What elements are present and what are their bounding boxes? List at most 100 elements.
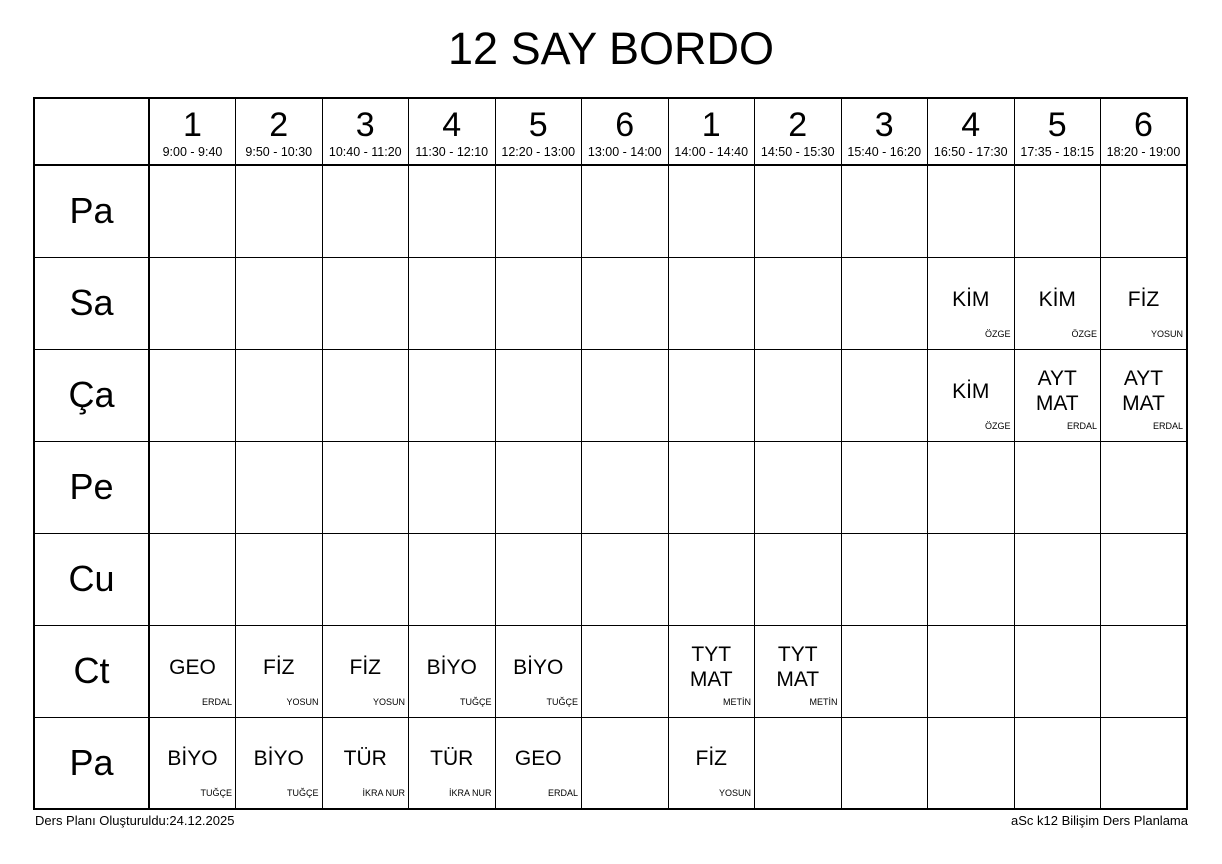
lesson-teacher: YOSUN	[372, 696, 405, 707]
lesson-cell[interactable]: TYT MAT METİN	[754, 624, 842, 718]
lesson-cell[interactable]: TYT MAT METİN	[667, 624, 755, 718]
lesson-cell[interactable]: GEO ERDAL	[148, 624, 236, 718]
empty-cell[interactable]	[581, 256, 669, 350]
empty-cell[interactable]	[408, 256, 496, 350]
empty-cell[interactable]	[1100, 716, 1188, 810]
empty-cell[interactable]	[581, 624, 669, 718]
empty-cell[interactable]	[667, 348, 755, 442]
empty-cell[interactable]	[581, 440, 669, 534]
empty-cell[interactable]	[927, 532, 1015, 626]
empty-cell[interactable]	[840, 348, 928, 442]
empty-cell[interactable]	[235, 440, 323, 534]
empty-cell[interactable]	[840, 532, 928, 626]
empty-cell[interactable]	[494, 532, 582, 626]
empty-cell[interactable]	[235, 164, 323, 258]
lesson-teacher: ÖZGE	[984, 420, 1011, 431]
empty-cell[interactable]	[494, 164, 582, 258]
lesson-cell[interactable]: TÜR İKRA NUR	[321, 716, 409, 810]
empty-cell[interactable]	[1100, 532, 1188, 626]
empty-cell[interactable]	[321, 440, 409, 534]
empty-cell[interactable]	[1100, 440, 1188, 534]
empty-cell[interactable]	[235, 256, 323, 350]
empty-cell[interactable]	[927, 624, 1015, 718]
empty-cell[interactable]	[494, 256, 582, 350]
empty-cell[interactable]	[494, 440, 582, 534]
lesson-cell[interactable]: BİYO TUĞÇE	[148, 716, 236, 810]
empty-cell[interactable]	[1013, 716, 1101, 810]
day-row: Sa KİM ÖZGE KİM ÖZGE FİZ YOSUN	[33, 256, 1188, 350]
lesson-cell[interactable]: GEO ERDAL	[494, 716, 582, 810]
empty-cell[interactable]	[840, 256, 928, 350]
period-number: 2	[269, 106, 289, 144]
lesson-cell[interactable]: BİYO TUĞÇE	[494, 624, 582, 718]
lesson-cell[interactable]: TÜR İKRA NUR	[408, 716, 496, 810]
empty-cell[interactable]	[927, 440, 1015, 534]
empty-cell[interactable]	[494, 348, 582, 442]
empty-cell[interactable]	[754, 716, 842, 810]
empty-cell[interactable]	[581, 348, 669, 442]
empty-cell[interactable]	[581, 716, 669, 810]
period-time: 17:35 - 18:15	[1020, 145, 1095, 159]
empty-cell[interactable]	[754, 164, 842, 258]
lesson-cell[interactable]: FİZ YOSUN	[667, 716, 755, 810]
empty-cell[interactable]	[148, 440, 236, 534]
footer-created-date: Ders Planı Oluşturuldu:24.12.2025	[35, 813, 235, 828]
empty-cell[interactable]	[148, 348, 236, 442]
empty-cell[interactable]	[927, 164, 1015, 258]
empty-cell[interactable]	[1013, 440, 1101, 534]
period-number: 5	[1047, 106, 1067, 144]
day-label: Sa	[33, 256, 150, 350]
empty-cell[interactable]	[1013, 164, 1101, 258]
lesson-cell[interactable]: KİM ÖZGE	[927, 348, 1015, 442]
empty-cell[interactable]	[581, 164, 669, 258]
period-time: 10:40 - 11:20	[328, 145, 402, 159]
empty-cell[interactable]	[235, 348, 323, 442]
empty-cell[interactable]	[840, 716, 928, 810]
period-number: 1	[183, 106, 202, 144]
lesson-cell[interactable]: FİZ YOSUN	[321, 624, 409, 718]
empty-cell[interactable]	[321, 532, 409, 626]
lesson-cell[interactable]: BİYO TUĞÇE	[235, 716, 323, 810]
empty-cell[interactable]	[667, 532, 755, 626]
lesson-cell[interactable]: BİYO TUĞÇE	[408, 624, 496, 718]
lesson-cell[interactable]: AYT MAT ERDAL	[1013, 348, 1101, 442]
empty-cell[interactable]	[840, 440, 928, 534]
lesson-cell[interactable]: FİZ YOSUN	[235, 624, 323, 718]
empty-cell[interactable]	[408, 532, 496, 626]
empty-cell[interactable]	[840, 164, 928, 258]
empty-cell[interactable]	[408, 440, 496, 534]
header-row: 1 9:00 - 9:40 2 9:50 - 10:30 3 10:40 - 11:20 4…	[33, 97, 1188, 166]
empty-cell[interactable]	[1100, 164, 1188, 258]
lesson-cell[interactable]: KİM ÖZGE	[1013, 256, 1101, 350]
empty-cell[interactable]	[581, 532, 669, 626]
empty-cell[interactable]	[927, 716, 1015, 810]
empty-cell[interactable]	[148, 164, 236, 258]
lesson-cell[interactable]: AYT MAT ERDAL	[1100, 348, 1188, 442]
empty-cell[interactable]	[754, 532, 842, 626]
empty-cell[interactable]	[235, 532, 323, 626]
empty-cell[interactable]	[840, 624, 928, 718]
lesson-cell[interactable]: FİZ YOSUN	[1100, 256, 1188, 350]
empty-cell[interactable]	[321, 164, 409, 258]
empty-cell[interactable]	[754, 256, 842, 350]
empty-cell[interactable]	[148, 532, 236, 626]
period-number: 5	[528, 106, 548, 144]
empty-cell[interactable]	[667, 164, 755, 258]
lesson-cell[interactable]: KİM ÖZGE	[927, 256, 1015, 350]
lesson-teacher: İKRA NUR	[448, 788, 492, 798]
empty-cell[interactable]	[1100, 624, 1188, 718]
period-header: 3 15:40 - 16:20	[840, 97, 928, 166]
empty-cell[interactable]	[408, 164, 496, 258]
empty-cell[interactable]	[321, 256, 409, 350]
empty-cell[interactable]	[148, 256, 236, 350]
lesson-teacher: TUĞÇE	[546, 696, 579, 707]
empty-cell[interactable]	[667, 256, 755, 350]
lesson-teacher: İKRA NUR	[362, 788, 405, 798]
empty-cell[interactable]	[754, 440, 842, 534]
empty-cell[interactable]	[321, 348, 409, 442]
empty-cell[interactable]	[408, 348, 496, 442]
empty-cell[interactable]	[1013, 532, 1101, 626]
empty-cell[interactable]	[1013, 624, 1101, 718]
empty-cell[interactable]	[754, 348, 842, 442]
empty-cell[interactable]	[667, 440, 755, 534]
